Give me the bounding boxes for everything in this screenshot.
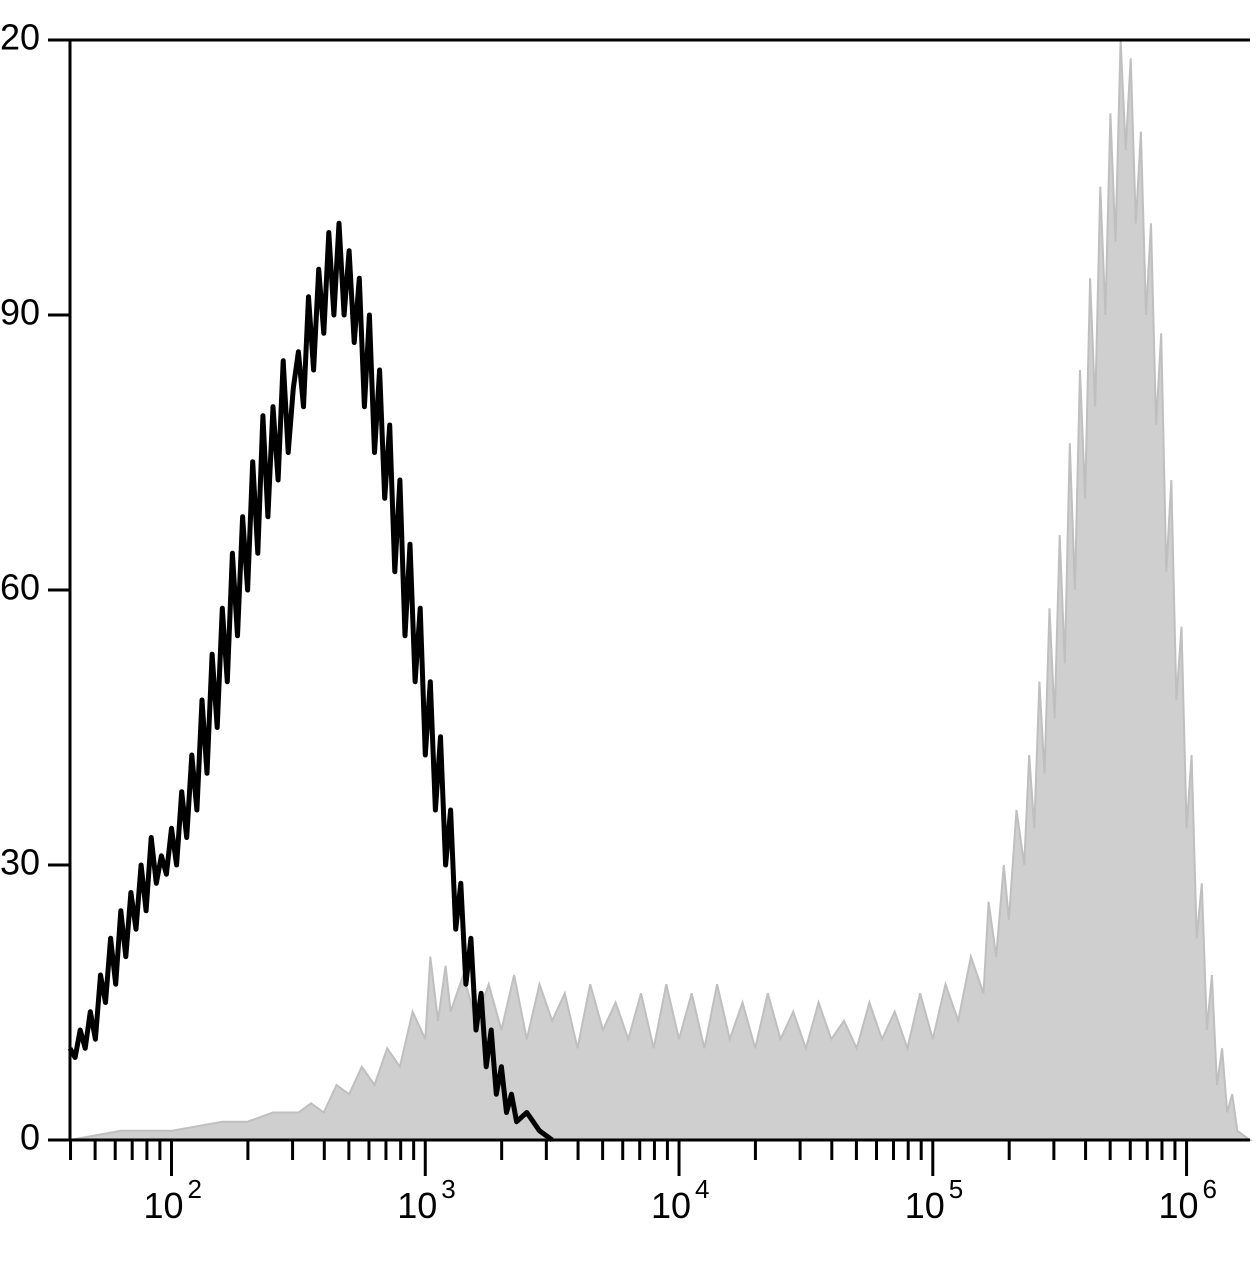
flow-cytometry-histogram: 0306090120102103104105106 bbox=[0, 0, 1258, 1280]
svg-text:10: 10 bbox=[905, 1185, 945, 1226]
svg-text:10: 10 bbox=[143, 1185, 183, 1226]
svg-text:3: 3 bbox=[441, 1174, 455, 1204]
y-tick-label: 30 bbox=[0, 842, 40, 883]
svg-text:10: 10 bbox=[1159, 1185, 1199, 1226]
svg-text:10: 10 bbox=[651, 1185, 691, 1226]
x-tick-label: 103 bbox=[397, 1174, 455, 1226]
y-tick-label: 120 bbox=[0, 17, 40, 58]
svg-text:2: 2 bbox=[188, 1174, 202, 1204]
x-tick-label: 106 bbox=[1159, 1174, 1217, 1226]
svg-text:10: 10 bbox=[397, 1185, 437, 1226]
y-tick-label: 60 bbox=[0, 567, 40, 608]
svg-text:6: 6 bbox=[1203, 1174, 1217, 1204]
x-tick-label: 104 bbox=[651, 1174, 709, 1226]
svg-text:4: 4 bbox=[695, 1174, 709, 1204]
y-tick-label: 90 bbox=[0, 292, 40, 333]
y-tick-label: 0 bbox=[20, 1117, 40, 1158]
x-tick-label: 105 bbox=[905, 1174, 963, 1226]
x-tick-label: 102 bbox=[143, 1174, 201, 1226]
chart-svg: 0306090120102103104105106 bbox=[0, 0, 1258, 1280]
svg-text:5: 5 bbox=[949, 1174, 963, 1204]
